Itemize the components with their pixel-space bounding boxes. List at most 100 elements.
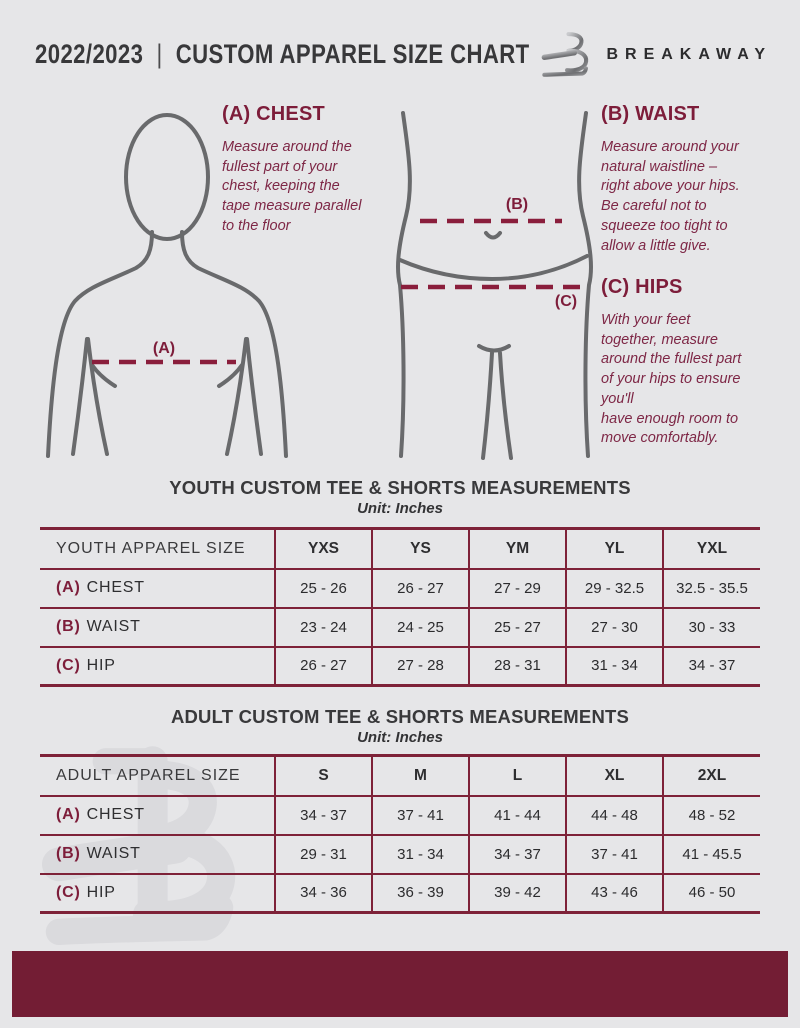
label-column-header: YOUTH APPAREL SIZE — [56, 539, 246, 557]
brand-name: BREAKAWAY — [606, 46, 772, 63]
measurement-letter: (C) — [56, 656, 81, 674]
measurement-row: (A) CHEST 25 - 26 26 - 27 27 - 29 29 - 32.5 32… — [40, 568, 760, 608]
figure-right-hip-outline — [577, 111, 593, 458]
hips-heading: (C) HIPS — [601, 276, 683, 298]
measurement-value-cell: 24 - 25 — [371, 607, 469, 647]
measurement-value-cell: 41 - 45.5 — [662, 834, 760, 874]
breakaway-logo-icon — [541, 28, 589, 77]
figure-left-armpit-crease — [90, 363, 117, 388]
footer-bar — [12, 951, 788, 1017]
figure-left-shoulder — [46, 230, 154, 458]
measurement-value-cell: 26 - 27 — [371, 568, 469, 608]
measurement-value-cell: 25 - 27 — [468, 607, 566, 647]
measurement-value-cell: 37 - 41 — [371, 795, 469, 835]
measurement-row-label: (B) WAIST — [56, 618, 141, 635]
youth-size-table: YOUTH APPAREL SIZE YXS YS YM YL YXL (A) CHEST 25… — [40, 527, 760, 687]
page-title: 2022/2023 | CUSTOM APPAREL SIZE CHART — [35, 39, 530, 70]
measurement-value-cell: 31 - 34 — [371, 834, 469, 874]
measurement-value-cell: 31 - 34 — [565, 646, 663, 686]
measurement-letter: (A) — [56, 579, 81, 596]
figure-left-hip-outline — [396, 111, 412, 458]
chest-description: Measure around the fullest part of your … — [222, 139, 362, 234]
figure-navel — [484, 231, 502, 240]
adult-table-title: ADULT CUSTOM TEE & SHORTS MEASUREMENTS — [170, 706, 630, 727]
measurement-value-cell: 37 - 41 — [565, 834, 663, 874]
hips-description: With your feet together, measure around … — [601, 312, 742, 447]
measurement-letter: (B) — [56, 845, 81, 862]
table-header-row: ADULT APPAREL SIZE S M L XL 2XL — [40, 755, 760, 796]
figure-left-chest-line — [86, 337, 109, 456]
measurement-value-cell: 32.5 - 35.5 — [662, 568, 760, 608]
measurement-row-label: (A) CHEST — [56, 806, 145, 823]
measurement-letter: (A) — [56, 806, 81, 823]
figure-waistband-curve — [398, 254, 589, 282]
youth-unit-label: Unit: Inches — [357, 500, 443, 517]
waist-note: (B) WAIST Measure around your natural wa… — [601, 103, 776, 256]
measurement-row-label: (C) HIP — [56, 883, 116, 901]
measurement-value-cell: 26 - 27 — [274, 646, 372, 686]
measurement-letter: (B) — [56, 618, 81, 635]
chart-title: CUSTOM APPAREL SIZE CHART — [175, 39, 530, 69]
size-column-header: YS — [371, 528, 469, 569]
measurement-row: (B) WAIST 29 - 31 31 - 34 34 - 37 37 - 41 41 -… — [40, 834, 760, 874]
measurement-value-cell: 29 - 31 — [274, 834, 372, 874]
lower-body-figure: (B) (C) — [396, 111, 593, 460]
measurement-value-cell: 44 - 48 — [565, 795, 663, 835]
figure-right-chest-line — [225, 337, 248, 456]
figure-right-armpit — [245, 337, 263, 456]
upper-body-figure: (A) — [46, 113, 288, 458]
season-label: 2022/2023 — [35, 39, 144, 69]
youth-table-title: YOUTH CUSTOM TEE & SHORTS MEASUREMENTS — [169, 477, 631, 498]
figure-left-armpit — [71, 337, 89, 456]
chest-heading: (A) CHEST — [222, 103, 325, 125]
measurement-row: (A) CHEST 34 - 37 37 - 41 41 - 44 44 - 48 48 -… — [40, 795, 760, 835]
measurement-row: (C) HIP 26 - 27 27 - 28 28 - 31 31 - 34 34 - 3… — [40, 646, 760, 686]
measurement-row: (C) HIP 34 - 36 36 - 39 39 - 42 43 - 46 46 - 5… — [40, 873, 760, 913]
chest-marker-label: (A) — [153, 340, 175, 357]
title-separator: | — [156, 39, 163, 69]
measurement-value-cell: 43 - 46 — [565, 873, 663, 913]
measurement-row-label: (B) WAIST — [56, 845, 141, 862]
measurement-row: (B) WAIST 23 - 24 24 - 25 25 - 27 27 - 30 30 -… — [40, 607, 760, 647]
measurement-value-cell: 23 - 24 — [274, 607, 372, 647]
measurement-value-cell: 34 - 37 — [468, 834, 566, 874]
size-column-header: 2XL — [662, 755, 760, 796]
watermark-logo — [42, 746, 236, 945]
figure-crotch-curve — [477, 344, 511, 353]
size-column-header: YM — [468, 528, 566, 569]
measurement-value-cell: 29 - 32.5 — [565, 568, 663, 608]
measurement-value-cell: 36 - 39 — [371, 873, 469, 913]
size-column-header: YXL — [662, 528, 760, 569]
measurement-value-cell: 41 - 44 — [468, 795, 566, 835]
measurement-value-cell: 27 - 30 — [565, 607, 663, 647]
adult-unit-label: Unit: Inches — [357, 729, 443, 746]
label-column-header: ADULT APPAREL SIZE — [56, 766, 241, 784]
waist-heading: (B) WAIST — [601, 103, 700, 125]
measurement-value-cell: 30 - 33 — [662, 607, 760, 647]
measurement-value-cell: 48 - 52 — [662, 795, 760, 835]
chest-note: (A) CHEST Measure around the fullest par… — [222, 103, 404, 237]
measurement-value-cell: 39 - 42 — [468, 873, 566, 913]
hips-note: (C) HIPS With your feet together, measur… — [601, 276, 779, 449]
figure-right-inner-leg — [498, 351, 513, 460]
measurement-value-cell: 34 - 37 — [662, 646, 760, 686]
measurement-value-cell: 28 - 31 — [468, 646, 566, 686]
measurement-value-cell: 34 - 36 — [274, 873, 372, 913]
measurement-letter: (C) — [56, 883, 81, 901]
measurement-value-cell: 25 - 26 — [274, 568, 372, 608]
hips-marker-label: (C) — [555, 293, 577, 310]
size-column-header: YL — [565, 528, 663, 569]
measurement-value-cell: 27 - 29 — [468, 568, 566, 608]
measurement-value-cell: 34 - 37 — [274, 795, 372, 835]
measurement-row-label: (C) HIP — [56, 656, 116, 674]
size-column-header: XL — [565, 755, 663, 796]
size-column-header: YXS — [274, 528, 372, 569]
figure-right-armpit-crease — [217, 363, 244, 388]
size-column-header: M — [371, 755, 469, 796]
waist-marker-label: (B) — [506, 196, 528, 213]
measurement-row-label: (A) CHEST — [56, 579, 145, 596]
adult-size-table: ADULT APPAREL SIZE S M L XL 2XL (A) CHEST 34 - 3… — [40, 754, 760, 914]
size-column-header: S — [274, 755, 372, 796]
figure-right-shoulder — [180, 230, 288, 458]
